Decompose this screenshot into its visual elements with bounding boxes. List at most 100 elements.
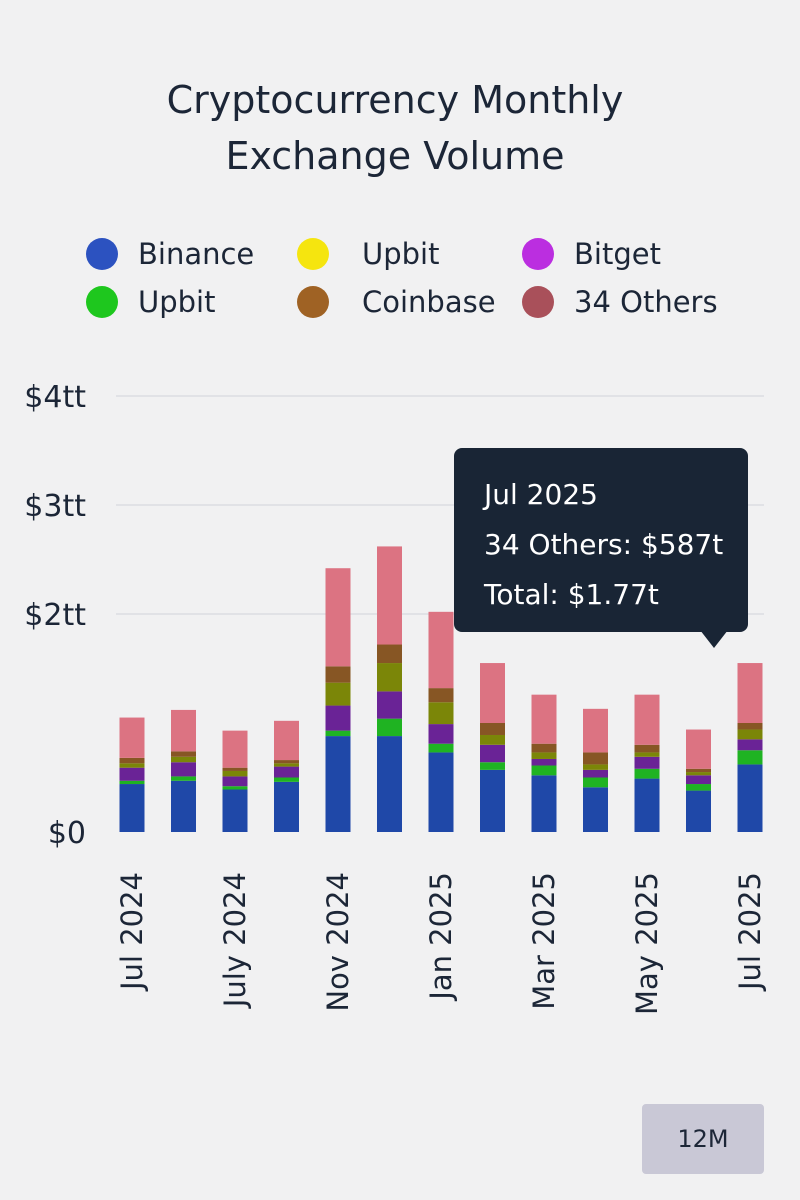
- bar-segment-bitget-2-jul-2024: [119, 767, 145, 781]
- bar-segment-upbit-1-may-2025: [634, 768, 660, 779]
- legend-item-upbit[interactable]: Upbit: [297, 234, 439, 274]
- bar-segment-bitget-2-nov-2024: [325, 705, 351, 731]
- bar-segment-bitget-2-jun-2025: [686, 775, 711, 785]
- legend-item-upbit-2[interactable]: Upbit: [86, 282, 215, 322]
- bar-segment-binance-0-oct-2024: [274, 781, 299, 832]
- bar-segment-upbit-3-sep-2024: [222, 770, 248, 777]
- bar-segment-34-others-5-dec-2024: [377, 546, 402, 645]
- bar-segment-upbit-3-oct-2024: [274, 763, 299, 767]
- bar-segment-binance-0-jun-2025: [686, 790, 711, 832]
- x-tick-label-nov-2024: Nov 2024: [321, 872, 355, 1012]
- bar-segment-bitget-2-jan-2025: [428, 724, 454, 744]
- bar-segment-34-others-5-may-2025: [634, 694, 660, 745]
- legend-swatch-upbit: [297, 238, 329, 270]
- y-tick-label: $2tt: [24, 598, 86, 633]
- bar-segment-34-others-5-jul-2024: [119, 717, 145, 758]
- legend-item-34-others[interactable]: 34 Others: [522, 282, 718, 322]
- bar-segment-upbit-1-sep-2024: [222, 786, 248, 790]
- bar-segment-34-others-5-jul-2025: [737, 663, 763, 723]
- x-tick-label-july-2024: July 2024: [218, 872, 252, 1009]
- x-tick-label-may-2025: May 2025: [630, 872, 664, 1015]
- bar-segment-upbit-1-jul-2024: [119, 780, 145, 785]
- bar-segment-binance-0-mar-2025: [531, 775, 557, 832]
- bar-segment-upbit-1-aug-2024: [171, 776, 196, 781]
- bar-segment-upbit-1-oct-2024: [274, 777, 299, 782]
- bar-segment-coinbase-4-jul-2025: [737, 723, 763, 730]
- bar-segment-upbit-3-aug-2024: [171, 756, 196, 763]
- x-tick-label-jul-2025: Jul 2025: [733, 872, 767, 992]
- bar-segment-coinbase-4-jul-2024: [119, 757, 145, 764]
- x-tick-label-jul-2024: Jul 2024: [115, 872, 149, 992]
- bar-segment-upbit-3-apr-2025: [583, 764, 608, 770]
- bar-segment-coinbase-4-may-2025: [634, 744, 660, 753]
- x-tick-label-jan-2025: Jan 2025: [424, 872, 458, 1002]
- y-tick-label: $0: [48, 816, 86, 851]
- bar-segment-coinbase-4-aug-2024: [171, 751, 196, 757]
- bar-segment-binance-0-sep-2024: [222, 789, 248, 832]
- legend-label-bitget: Bitget: [574, 237, 661, 271]
- bar-segment-coinbase-4-dec-2024: [377, 644, 402, 664]
- legend-label-coinbase: Coinbase: [362, 285, 496, 319]
- bar-segment-binance-0-may-2025: [634, 778, 660, 832]
- legend-label-34-others: 34 Others: [574, 285, 718, 319]
- bar-segment-bitget-2-feb-2025: [480, 744, 505, 763]
- bar-segment-34-others-5-aug-2024: [171, 709, 196, 752]
- legend-label-binance: Binance: [138, 237, 255, 271]
- bar-segment-upbit-3-jul-2024: [119, 763, 145, 768]
- y-tick-label: $4tt: [24, 380, 86, 415]
- bar-segment-upbit-1-dec-2024: [377, 718, 402, 737]
- bar-segment-binance-0-apr-2025: [583, 787, 608, 832]
- bar-segment-coinbase-4-jun-2025: [686, 768, 711, 773]
- legend-swatch-binance: [86, 238, 118, 270]
- bar-segment-upbit-3-jul-2025: [737, 729, 763, 740]
- bar-segment-binance-0-dec-2024: [377, 736, 402, 832]
- legend-swatch-34-others: [522, 286, 554, 318]
- bar-segment-upbit-1-jun-2025: [686, 784, 711, 791]
- legend-swatch-upbit-2: [86, 286, 118, 318]
- bar-segment-bitget-2-oct-2024: [274, 766, 299, 778]
- bar-segment-bitget-2-jul-2025: [737, 739, 763, 751]
- tooltip-title: Jul 2025: [484, 478, 598, 511]
- legend-label-upbit-2: Upbit: [138, 285, 216, 319]
- bar-segment-upbit-1-apr-2025: [583, 777, 608, 788]
- tooltip-arrow: [700, 630, 728, 648]
- bar-segment-upbit-1-feb-2025: [480, 762, 505, 770]
- bar-segment-coinbase-4-nov-2024: [325, 666, 351, 683]
- bar-segment-coinbase-4-apr-2025: [583, 752, 608, 765]
- bar-segment-34-others-5-oct-2024: [274, 720, 299, 761]
- bar-segment-upbit-3-dec-2024: [377, 663, 402, 692]
- chart-title: Cryptocurrency Monthly Exchange Volume: [0, 72, 790, 184]
- bar-segment-binance-0-jul-2024: [119, 784, 145, 832]
- bar-segment-coinbase-4-mar-2025: [531, 743, 557, 753]
- bar-segment-upbit-1-jul-2025: [737, 750, 763, 765]
- bar-segment-binance-0-jul-2025: [737, 764, 763, 832]
- legend-item-coinbase[interactable]: Coinbase: [297, 282, 496, 322]
- bar-segment-upbit-3-jun-2025: [686, 772, 711, 776]
- legend-item-bitget[interactable]: Bitget: [522, 234, 661, 274]
- bar-segment-34-others-5-apr-2025: [583, 708, 608, 753]
- bar-segment-upbit-1-jan-2025: [428, 743, 454, 753]
- bar-segment-upbit-3-may-2025: [634, 752, 660, 757]
- bar-segment-bitget-2-apr-2025: [583, 769, 608, 778]
- bar-segment-binance-0-nov-2024: [325, 736, 351, 832]
- tooltip-total: Total: $1.77t: [484, 578, 659, 611]
- legend: Binance Upbit Bitget Upbit Coinbase 34 O…: [0, 228, 800, 338]
- bar-segment-bitget-2-may-2025: [634, 756, 660, 769]
- bar-segment-upbit-3-jan-2025: [428, 702, 454, 725]
- legend-item-binance[interactable]: Binance: [86, 234, 254, 274]
- bar-segment-upbit-3-feb-2025: [480, 734, 505, 745]
- bar-segment-bitget-2-sep-2024: [222, 776, 248, 787]
- bar-segment-binance-0-feb-2025: [480, 769, 505, 832]
- bar-segment-34-others-5-feb-2025: [480, 663, 505, 723]
- bar-segment-upbit-3-mar-2025: [531, 752, 557, 759]
- bar-segment-34-others-5-mar-2025: [531, 694, 557, 744]
- range-12m-button[interactable]: 12M: [642, 1104, 764, 1174]
- legend-label-upbit: Upbit: [362, 237, 440, 271]
- bar-segment-34-others-5-sep-2024: [222, 730, 248, 768]
- bar-segment-upbit-1-nov-2024: [325, 730, 351, 737]
- legend-swatch-coinbase: [297, 286, 329, 318]
- bar-segment-coinbase-4-oct-2024: [274, 760, 299, 764]
- chart-title-line-2: Exchange Volume: [225, 134, 565, 178]
- y-tick-label: $3tt: [24, 489, 86, 524]
- bar-segment-upbit-1-mar-2025: [531, 765, 557, 776]
